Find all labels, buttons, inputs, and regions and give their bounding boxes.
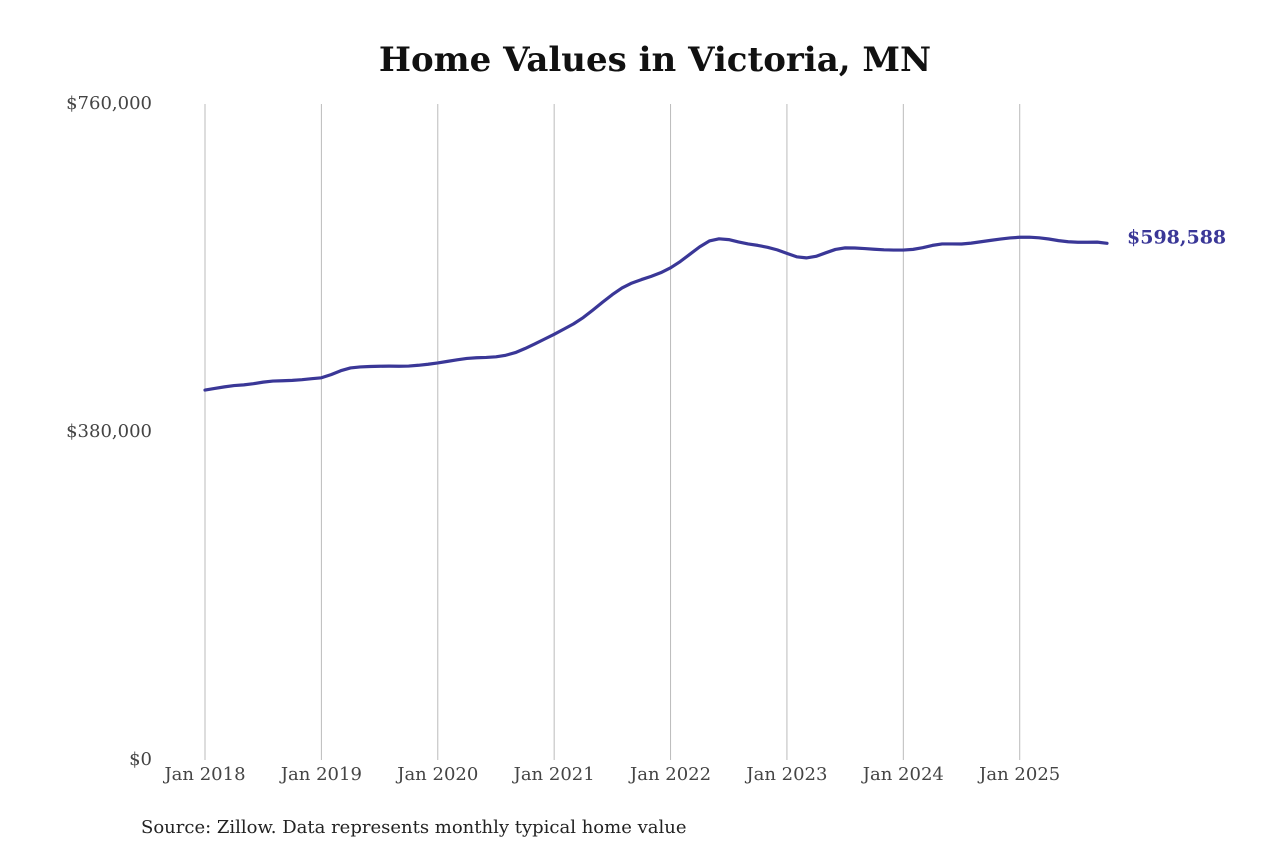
y-tick-label: $760,000 bbox=[66, 93, 152, 114]
y-tick-label: $380,000 bbox=[66, 421, 152, 442]
y-tick-label: $0 bbox=[129, 749, 152, 770]
x-tick-label: Jan 2023 bbox=[744, 764, 827, 785]
data-line bbox=[203, 235, 1109, 392]
x-tick-label: Jan 2022 bbox=[628, 764, 711, 785]
x-tick-label: Jan 2019 bbox=[279, 764, 362, 785]
x-tick-label: Jan 2020 bbox=[395, 764, 478, 785]
value-label: $598,588 bbox=[1127, 226, 1226, 248]
x-tick-label: Jan 2025 bbox=[977, 764, 1060, 785]
x-tick-label: Jan 2018 bbox=[162, 764, 245, 785]
x-tick-label: Jan 2021 bbox=[512, 764, 595, 785]
source-note: Source: Zillow. Data represents monthly … bbox=[141, 817, 687, 838]
chart-title: Home Values in Victoria, MN bbox=[379, 40, 931, 80]
x-tick-label: Jan 2024 bbox=[861, 764, 944, 785]
